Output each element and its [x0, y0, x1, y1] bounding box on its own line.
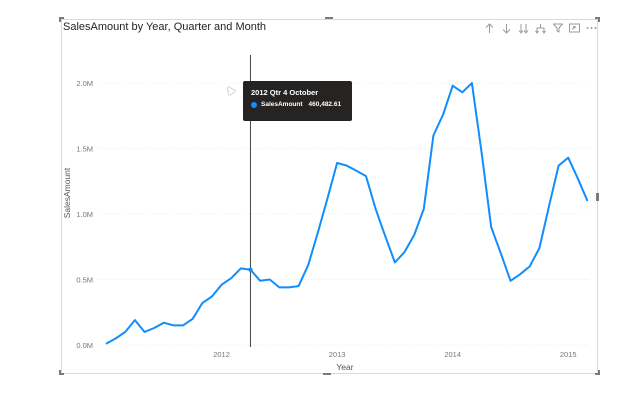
- x-tick-label: 2015: [560, 350, 577, 359]
- resize-handle-bottom-right[interactable]: [595, 373, 600, 375]
- double-arrow-down-icon[interactable]: [517, 21, 530, 35]
- series-dot-icon: [251, 101, 257, 108]
- data-points: [248, 267, 253, 272]
- x-axis-title: Year: [336, 362, 353, 372]
- y-tick-label: 0.5M: [76, 276, 93, 285]
- resize-handle-bottom-right-v[interactable]: [598, 370, 600, 375]
- resize-handle-top-right-v[interactable]: [598, 17, 600, 22]
- x-tick-label: 2012: [213, 350, 230, 359]
- y-tick-label: 1.0M: [76, 210, 93, 219]
- expand-hierarchy-icon[interactable]: [534, 21, 547, 35]
- y-tick-label: 2.0M: [76, 79, 93, 88]
- resize-handle-bottom-left-v[interactable]: [59, 370, 61, 375]
- tooltip-series-label: SalesAmount: [261, 101, 303, 108]
- resize-handle-bottom-center[interactable]: [323, 373, 331, 375]
- tooltip-value: 460,482.61: [308, 101, 342, 108]
- series-line-salesamount[interactable]: [105, 82, 589, 345]
- y-axis-title: SalesAmount: [62, 167, 72, 218]
- more-options-icon[interactable]: [585, 21, 598, 35]
- y-tick-label: 0.0M: [76, 341, 93, 350]
- resize-handle-middle-right[interactable]: [596, 193, 599, 201]
- tooltip-title: 2012 Qtr 4 October: [251, 88, 319, 97]
- y-tick-label: 1.5M: [76, 145, 93, 154]
- tooltip-row: SalesAmount 460,482.61: [251, 101, 344, 108]
- chart-title: SalesAmount by Year, Quarter and Month: [63, 21, 267, 33]
- x-tick-label: 2014: [444, 350, 461, 359]
- focus-mode-icon[interactable]: [568, 21, 581, 35]
- gridlines: [98, 82, 590, 346]
- x-axis: 2012 2013 2014 2015: [213, 350, 576, 359]
- resize-handle-top-left[interactable]: [59, 17, 64, 19]
- x-tick-label: 2013: [329, 350, 346, 359]
- resize-handle-top-right[interactable]: [595, 17, 600, 19]
- resize-handle-bottom-left[interactable]: [59, 373, 64, 375]
- data-point[interactable]: [248, 267, 253, 272]
- resize-handle-top-left-v[interactable]: [59, 17, 61, 22]
- resize-handle-top-center[interactable]: [325, 17, 333, 19]
- visual-header-toolbar: [483, 20, 598, 36]
- filter-icon[interactable]: [551, 21, 564, 35]
- arrow-up-icon[interactable]: [483, 21, 496, 35]
- tooltip: 2012 Qtr 4 October SalesAmount 460,482.6…: [243, 81, 352, 121]
- arrow-down-icon[interactable]: [500, 21, 513, 35]
- y-axis: 0.0M 0.5M 1.0M 1.5M 2.0M: [76, 79, 93, 350]
